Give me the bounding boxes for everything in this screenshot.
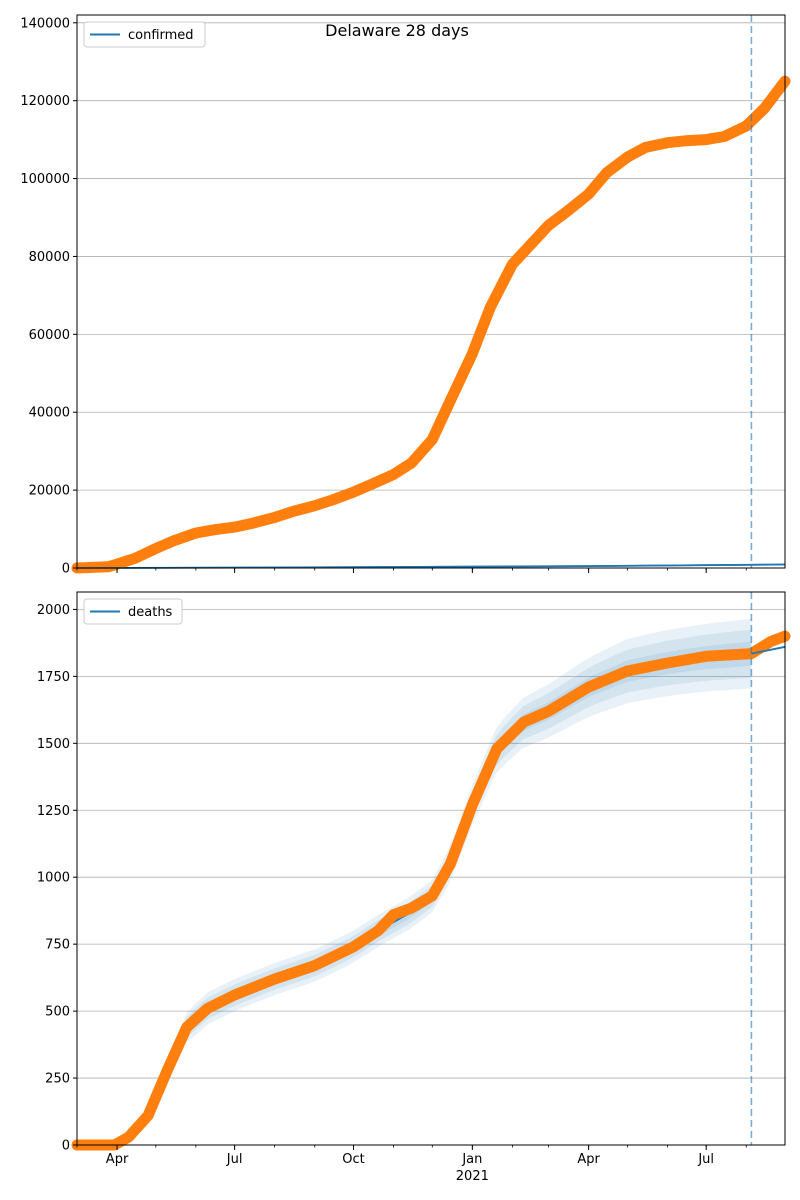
model-forecast-line [751, 646, 786, 655]
x-axis-year-label: 2021 [456, 1169, 489, 1184]
deaths-legend: deaths [83, 598, 183, 625]
confirmed-x-ticks [76, 568, 747, 573]
y-tick-label: 140000 [20, 16, 70, 31]
y-tick-label: 100000 [20, 172, 70, 187]
deaths-series [71, 630, 791, 1151]
y-tick-label: 1000 [37, 871, 70, 886]
legend-box [83, 598, 183, 625]
y-tick-label: 1750 [37, 670, 70, 685]
deaths-x-ticks: Apr Jul Oct Jan Apr Jul [76, 1145, 747, 1167]
y-tick-label: 0 [62, 1139, 70, 1154]
x-tick-label: Oct [342, 1152, 364, 1167]
y-tick-label: 120000 [20, 94, 70, 109]
y-tick-label: 2000 [37, 603, 70, 618]
y-tick-label: 750 [45, 938, 70, 953]
y-tick-label: 0 [62, 562, 70, 577]
observed-series-line [71, 75, 791, 574]
uncertainty-band [117, 618, 752, 1144]
y-tick-label: 60000 [29, 328, 70, 343]
x-tick-label: Jan [461, 1152, 482, 1167]
x-tick-label: Apr [106, 1152, 129, 1167]
chart-title: Delaware 28 days [325, 21, 469, 40]
legend-box [83, 21, 206, 48]
y-tick-label: 80000 [29, 250, 70, 265]
deaths-panel: 0 250 500 750 1000 1250 1500 1750 2000 Apr Jul Oct… [37, 591, 791, 1184]
x-tick-label: Apr [577, 1152, 600, 1167]
y-tick-label: 1250 [37, 804, 70, 819]
legend-label-confirmed: confirmed [128, 28, 194, 43]
observed-series-line [71, 630, 791, 1151]
confirmed-axes-frame [76, 14, 786, 569]
legend-label-deaths: deaths [128, 605, 173, 620]
y-tick-label: 250 [45, 1072, 70, 1087]
y-tick-label: 20000 [29, 484, 70, 499]
deaths-y-ticks: 0 250 500 750 1000 1250 1500 1750 2000 [37, 603, 77, 1154]
y-tick-label: 40000 [29, 406, 70, 421]
deaths-axes-frame [76, 591, 786, 1146]
y-tick-label: 500 [45, 1005, 70, 1020]
confirmed-y-ticks: 0 20000 40000 60000 80000 100000 120000 140000 [20, 16, 77, 577]
x-tick-label: Jul [697, 1152, 714, 1167]
confirmed-legend: confirmed [83, 21, 206, 48]
confirmed-panel: 020000400006000080000100000120000140000 … [20, 14, 791, 577]
y-tick-label: 1500 [37, 737, 70, 752]
x-tick-label: Jul [226, 1152, 243, 1167]
